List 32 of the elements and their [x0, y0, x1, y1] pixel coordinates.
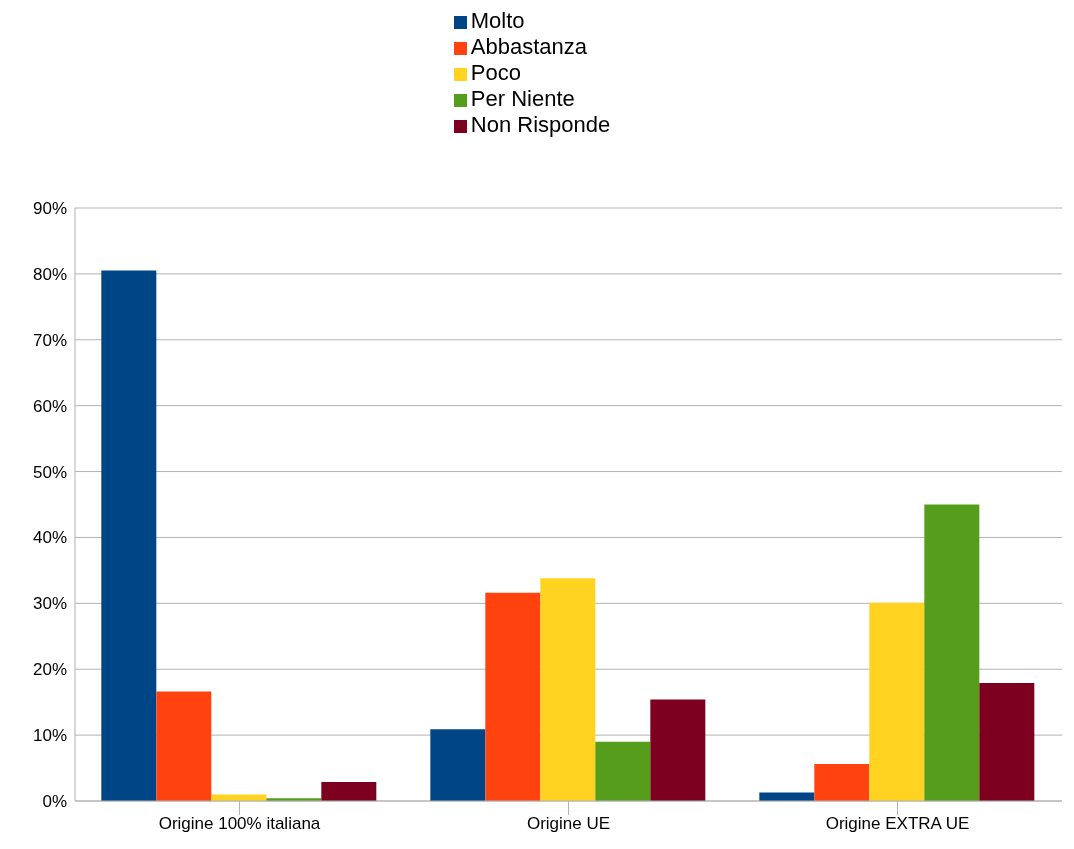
y-tick-label: 10%: [32, 726, 67, 746]
y-tick-label: 60%: [32, 396, 67, 416]
bar: [924, 504, 980, 801]
legend-label: Molto: [470, 8, 525, 33]
bar: [759, 792, 815, 801]
y-tick-label: 40%: [32, 528, 67, 548]
legend-label: Abbastanza: [470, 34, 587, 59]
bar: [430, 729, 486, 801]
bar: [650, 699, 706, 801]
bar: [485, 592, 541, 801]
legend-label: Non Risponde: [470, 112, 611, 137]
bar: [321, 781, 377, 801]
x-tick-label: Origine UE: [526, 814, 611, 834]
y-tick-label: 90%: [32, 199, 67, 219]
bar: [869, 602, 925, 801]
bar: [979, 683, 1035, 801]
legend-label: Poco: [470, 60, 521, 85]
bar: [156, 691, 212, 801]
y-tick-label: 20%: [32, 660, 67, 680]
bar: [101, 270, 157, 801]
bar: [540, 578, 596, 801]
y-tick-label: 70%: [32, 330, 67, 350]
y-tick-label: 0%: [42, 792, 67, 812]
bar: [211, 794, 267, 801]
y-tick-label: 80%: [32, 264, 67, 284]
bar: [595, 741, 651, 801]
y-tick-label: 30%: [32, 594, 67, 614]
y-tick-label: 50%: [32, 462, 67, 482]
x-tick-label: Origine EXTRA UE: [825, 814, 970, 834]
legend-label: Per Niente: [470, 86, 575, 111]
bar: [814, 764, 870, 801]
x-tick-label: Origine 100% italiana: [158, 814, 321, 834]
